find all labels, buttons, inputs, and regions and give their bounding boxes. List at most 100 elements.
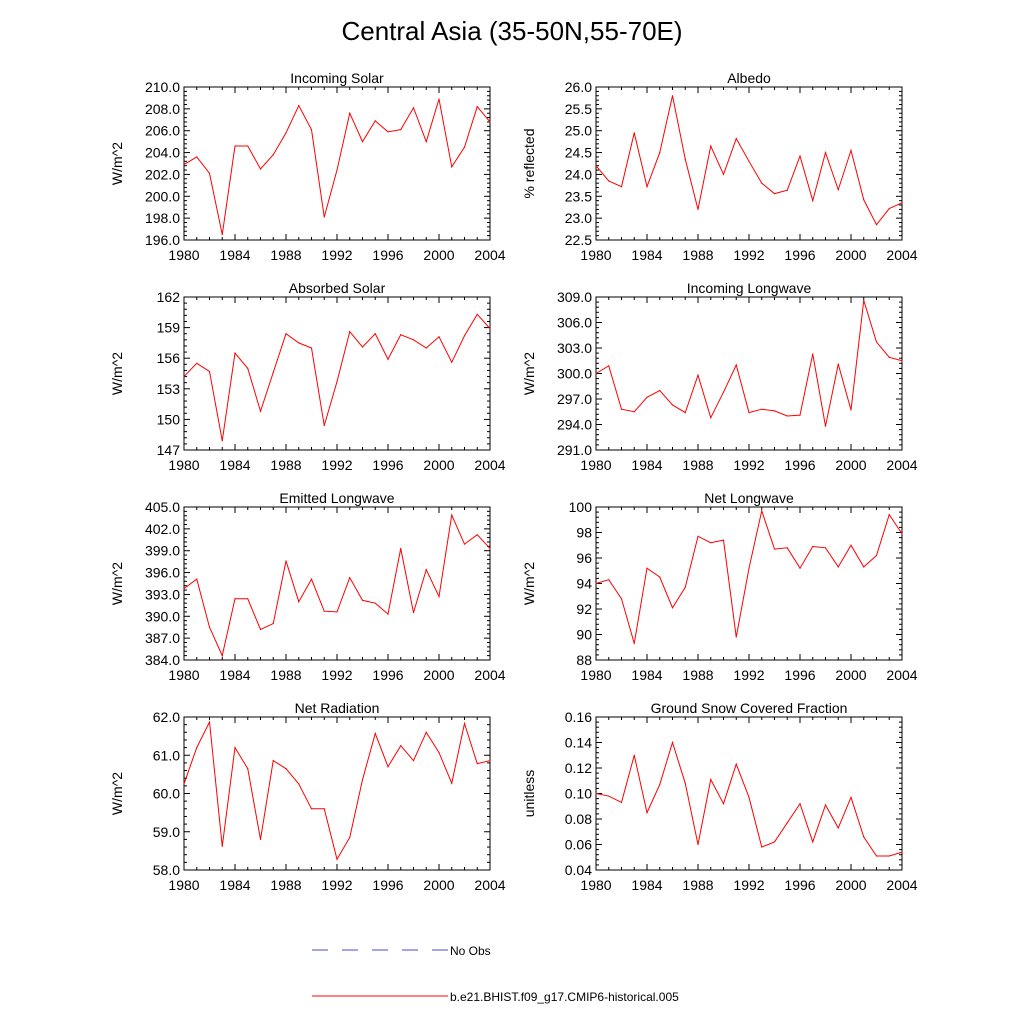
y-tick-label: 24.0 <box>565 166 592 182</box>
y-tick-label: 156 <box>157 350 181 366</box>
data-point <box>671 404 674 406</box>
data-point <box>659 389 661 392</box>
data-point <box>298 783 300 785</box>
panel-title: Incoming Solar <box>290 70 384 86</box>
legend-obs-label: No Obs <box>450 944 491 958</box>
y-tick-label: 402.0 <box>145 521 180 537</box>
y-tick-label: 200.0 <box>145 188 180 204</box>
series-line <box>183 720 491 861</box>
legend-model-label: b.e21.BHIST.f09_g17.CMIP6-historical.005 <box>450 990 679 1004</box>
data-point <box>489 760 491 762</box>
y-axis-label: % reflected <box>521 128 537 198</box>
data-point <box>425 141 427 143</box>
series-line <box>595 95 903 226</box>
data-point <box>697 535 699 537</box>
figure-title: Central Asia (35-50N,55-70E) <box>341 16 682 46</box>
x-tick-label: 1996 <box>784 877 815 893</box>
data-point <box>875 855 878 857</box>
data-point <box>310 578 313 580</box>
x-tick-label: 1980 <box>580 667 611 683</box>
x-tick-label: 1996 <box>372 457 403 473</box>
data-point <box>183 375 185 378</box>
x-tick-label: 2004 <box>474 877 505 893</box>
x-tick-label: 2004 <box>886 667 917 683</box>
y-axis-label: W/m^2 <box>109 142 125 185</box>
y-tick-label: 100 <box>569 499 593 515</box>
data-point <box>710 417 712 419</box>
data-point <box>812 841 814 843</box>
data-point <box>336 381 338 383</box>
data-point <box>748 567 750 569</box>
x-tick-label: 1996 <box>372 877 403 893</box>
data-point <box>387 358 389 360</box>
data-point <box>875 554 878 557</box>
data-point <box>633 642 635 645</box>
data-point <box>799 155 801 157</box>
data-point <box>837 363 839 365</box>
data-point <box>400 745 402 747</box>
data-point <box>812 353 814 355</box>
data-point <box>773 193 776 195</box>
data-point <box>361 779 364 781</box>
data-point <box>888 207 890 210</box>
data-point <box>608 795 610 797</box>
data-point <box>247 768 249 770</box>
data-point <box>863 566 865 568</box>
data-point <box>850 796 852 798</box>
data-point <box>298 342 300 344</box>
data-point <box>799 803 801 805</box>
y-tick-label: 0.10 <box>565 786 592 802</box>
x-tick-label: 1992 <box>733 247 764 263</box>
data-point <box>272 371 274 374</box>
y-tick-label: 390.0 <box>145 608 180 624</box>
data-point <box>773 410 776 412</box>
data-point <box>298 601 300 603</box>
x-tick-label: 1996 <box>372 667 403 683</box>
panel-incoming-solar: Incoming Solar W/m^2 196.0 198.0 200.0 202.0 2… <box>109 70 506 263</box>
data-point <box>633 411 635 413</box>
data-point <box>259 168 262 170</box>
data-point <box>349 577 351 579</box>
data-point <box>824 151 827 154</box>
y-tick-label: 61.0 <box>153 747 180 763</box>
y-tick-label: 22.5 <box>565 232 592 248</box>
data-point <box>425 731 427 733</box>
data-point <box>710 145 712 147</box>
data-point <box>323 424 325 427</box>
x-tick-label: 1984 <box>219 247 250 263</box>
data-point <box>374 732 376 735</box>
series-line <box>595 300 903 427</box>
panel-net-radiation: Net Radiation W/m^2 58.0 59.0 60.0 61.0 62.0 19… <box>109 700 506 893</box>
data-point <box>595 582 597 585</box>
x-tick-label: 2000 <box>835 457 866 473</box>
data-point <box>684 412 686 414</box>
data-point <box>221 655 223 657</box>
x-tick-label: 1980 <box>580 457 611 473</box>
data-point <box>451 782 453 784</box>
data-point <box>221 440 223 442</box>
data-point <box>183 163 185 166</box>
data-point <box>659 783 661 786</box>
data-point <box>620 598 623 600</box>
x-tick-label: 2004 <box>886 457 917 473</box>
data-point <box>722 391 725 393</box>
data-point <box>208 370 211 373</box>
data-point <box>786 415 788 417</box>
y-tick-label: 206.0 <box>145 123 180 139</box>
y-tick-label: 387.0 <box>145 630 180 646</box>
x-tick-label: 1988 <box>682 877 713 893</box>
y-tick-label: 303.0 <box>557 340 592 356</box>
x-tick-label: 1988 <box>270 247 301 263</box>
x-tick-label: 1992 <box>733 667 764 683</box>
data-point <box>425 347 427 349</box>
y-tick-label: 162 <box>157 289 181 305</box>
y-tick-label: 153 <box>157 381 181 397</box>
data-point <box>349 331 351 333</box>
data-point <box>412 760 415 762</box>
y-tick-label: 405.0 <box>145 499 180 515</box>
data-point <box>387 131 389 133</box>
data-point <box>786 822 788 824</box>
data-point <box>387 613 389 615</box>
x-tick-label: 2000 <box>835 247 866 263</box>
data-point <box>463 146 466 148</box>
